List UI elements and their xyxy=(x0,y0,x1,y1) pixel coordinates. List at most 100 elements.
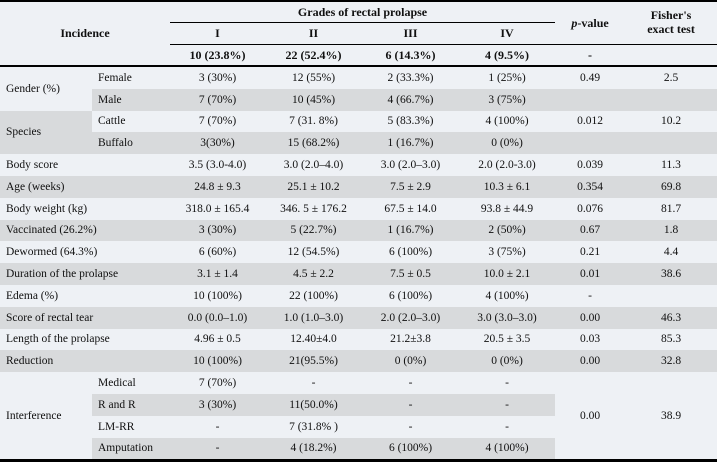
row-label-cell: Cattle xyxy=(92,110,170,133)
header-incidence: Incidence xyxy=(0,1,170,67)
grade-value-cell-2: 12.40±4.0 xyxy=(265,328,362,351)
grade-value-cell-1: - xyxy=(170,437,265,461)
table-body: Gender (%) Female 3 (30%) 12 (55%) 2 (33.3%)… xyxy=(0,66,717,461)
header-grade-I: I xyxy=(170,22,265,45)
grade-value-cell-2: 12 (54.5%) xyxy=(265,241,362,264)
total-grade-I: 10 (23.8%) xyxy=(170,44,265,67)
grade-value-cell-2: 4.5 ± 2.2 xyxy=(265,263,362,285)
row-label-cell: Dewormed (64.3%) xyxy=(0,241,170,264)
grade-value-cell-4: 4 (100%) xyxy=(459,437,556,461)
table-row: Age (weeks) 24.8 ± 9.3 25.1 ± 10.2 7.5 ± 2.… xyxy=(0,175,717,198)
grade-value-cell-4: 20.5 ± 3.5 xyxy=(459,328,556,351)
table-row: Gender (%) Female 3 (30%) 12 (55%) 2 (33.3%)… xyxy=(0,66,717,111)
table-row: Male 7 (70%) 10 (45%) 4 (66.7%) 3 (75%) xyxy=(0,88,717,111)
grade-value-cell-1: 7 (70%) xyxy=(170,88,265,111)
grade-value-cell-1: 0.0 (0.0–1.0) xyxy=(170,306,265,329)
table-row: Score of rectal tear 0.0 (0.0–1.0) 1.0 (1.… xyxy=(0,306,717,329)
grade-value-cell-1: 3.1 ± 1.4 xyxy=(170,263,265,285)
grade-value-cell-2: 5 (22.7%) xyxy=(265,219,362,242)
table-row: Vaccinated (26.2%) 3 (30%) 5 (22.7%) 1 (16.… xyxy=(0,219,717,242)
p-value-cell: 0.354 xyxy=(555,175,626,198)
row-label-cell: Score of rectal tear xyxy=(0,306,170,329)
grade-value-cell-3: 7.5 ± 2.9 xyxy=(362,175,459,198)
grade-value-cell-4: 3 (75%) xyxy=(459,88,556,111)
header-row-grade-numerals: I II III IV xyxy=(0,22,717,45)
p-value-cell: 0.00 xyxy=(555,372,626,461)
row-label-cell: Reduction xyxy=(0,350,170,373)
total-grade-IV: 4 (9.5%) xyxy=(459,44,556,67)
fisher-value-cell: 11.3 xyxy=(625,154,717,176)
row-label-cell: Vaccinated (26.2%) xyxy=(0,219,170,242)
table-row: Dewormed (64.3%) 6 (60%) 12 (54.5%) 6 (100%… xyxy=(0,241,717,264)
grade-value-cell-3: 1 (16.7%) xyxy=(362,219,459,242)
grade-value-cell-4: 10.3 ± 6.1 xyxy=(459,175,556,198)
grade-value-cell-4: 0 (0%) xyxy=(459,132,556,155)
row-label-cell: Length of the prolapse xyxy=(0,328,170,351)
grade-value-cell-1: 3(30%) xyxy=(170,132,265,155)
fisher-value-cell: 4.4 xyxy=(625,241,717,264)
grade-value-cell-4: 93.8 ± 44.9 xyxy=(459,197,556,220)
grade-value-cell-4: - xyxy=(459,393,556,416)
grade-value-cell-2: 22 (100%) xyxy=(265,284,362,307)
row-label-cell: Body score xyxy=(0,154,170,176)
fisher-value-cell xyxy=(625,88,717,111)
p-value-cell: 0.039 xyxy=(555,154,626,176)
grade-value-cell-2: 346. 5 ± 176.2 xyxy=(265,197,362,220)
header-grades-title: Grades of rectal prolapse xyxy=(170,1,556,23)
p-value-italic: p xyxy=(571,15,578,30)
grade-value-cell-4: 3 (75%) xyxy=(459,241,556,264)
fisher-value-cell: 85.3 xyxy=(625,328,717,351)
grade-value-cell-4: 2 (50%) xyxy=(459,219,556,242)
p-value-cell: 0.21 xyxy=(555,241,626,264)
fisher-value-cell: 38.6 xyxy=(625,263,717,285)
grade-value-cell-3: 67.5 ± 14.0 xyxy=(362,197,459,220)
row-label-cell: R and R xyxy=(92,393,170,416)
grade-value-cell-2: 25.1 ± 10.2 xyxy=(265,175,362,198)
grade-value-cell-1: 7 (70%) xyxy=(170,110,265,133)
p-value-cell: 0.012 xyxy=(555,110,626,133)
grade-value-cell-2: 15 (68.2%) xyxy=(265,132,362,155)
header-grade-II: II xyxy=(265,22,362,45)
table-row: Species Cattle 7 (70%) 7 (31. 8%) 5 (83.3%) 4… xyxy=(0,110,717,155)
grade-value-cell-4: 3.0 (3.0–3.0) xyxy=(459,306,556,329)
grade-value-cell-2: 3.0 (2.0–4.0) xyxy=(265,154,362,176)
grade-value-cell-1: 3 (30%) xyxy=(170,393,265,416)
fisher-value-cell: 46.3 xyxy=(625,306,717,329)
table-row: Edema (%) 10 (100%) 22 (100%) 6 (100%) 4 (10… xyxy=(0,284,717,307)
grade-value-cell-4: 0 (0%) xyxy=(459,350,556,373)
header-p-value: p-value xyxy=(555,1,626,45)
grade-value-cell-3: 2 (33.3%) xyxy=(362,66,459,89)
grade-value-cell-1: 10 (100%) xyxy=(170,350,265,373)
p-value-cell: 0.076 xyxy=(555,197,626,220)
fisher-value-cell: 2.5 xyxy=(625,66,717,89)
p-value-cell xyxy=(555,132,626,155)
header-grade-III: III xyxy=(362,22,459,45)
row-label-cell: Buffalo xyxy=(92,132,170,155)
row-label-cell: LM-RR xyxy=(92,415,170,438)
table-row: Length of the prolapse 4.96 ± 0.5 12.40±4.… xyxy=(0,328,717,351)
table-row: Interference Medical 7 (70%) - - -0.00 38.9 xyxy=(0,372,717,461)
grade-value-cell-4: 10.0 ± 2.1 xyxy=(459,263,556,285)
grade-value-cell-3: 7.5 ± 0.5 xyxy=(362,263,459,285)
grade-value-cell-3: - xyxy=(362,372,459,394)
grade-value-cell-3: 6 (100%) xyxy=(362,437,459,461)
table-row: Amputation -4 (18.2%) 6 (100%) 4 (100%) xyxy=(0,437,717,461)
row-label-cell: Medical xyxy=(92,372,170,394)
grade-value-cell-3: 4 (66.7%) xyxy=(362,88,459,111)
grade-value-cell-2: 7 (31. 8%) xyxy=(265,110,362,133)
table-row: Buffalo 3(30%) 15 (68.2%) 1 (16.7%) 0 (0%) xyxy=(0,132,717,155)
grade-value-cell-2: 12 (55%) xyxy=(265,66,362,89)
p-value-cell: 0.49 xyxy=(555,66,626,89)
grade-value-cell-2: 1.0 (1.0–3.0) xyxy=(265,306,362,329)
grade-value-cell-3: 6 (100%) xyxy=(362,241,459,264)
fisher-value-cell: 38.9 xyxy=(625,372,717,461)
total-grade-III: 6 (14.3%) xyxy=(362,44,459,67)
grade-value-cell-3: 0 (0%) xyxy=(362,350,459,373)
group-label-cell: Species xyxy=(0,110,92,155)
table-row: Duration of the prolapse 3.1 ± 1.4 4.5 ± 2… xyxy=(0,263,717,285)
table-row: Body weight (kg) 318.0 ± 165.4 346. 5 ± 17… xyxy=(0,197,717,220)
p-value-rest: -value xyxy=(577,15,609,30)
grade-value-cell-1: 10 (100%) xyxy=(170,284,265,307)
table-header: Incidence Grades of rectal prolapse p-va… xyxy=(0,1,717,67)
